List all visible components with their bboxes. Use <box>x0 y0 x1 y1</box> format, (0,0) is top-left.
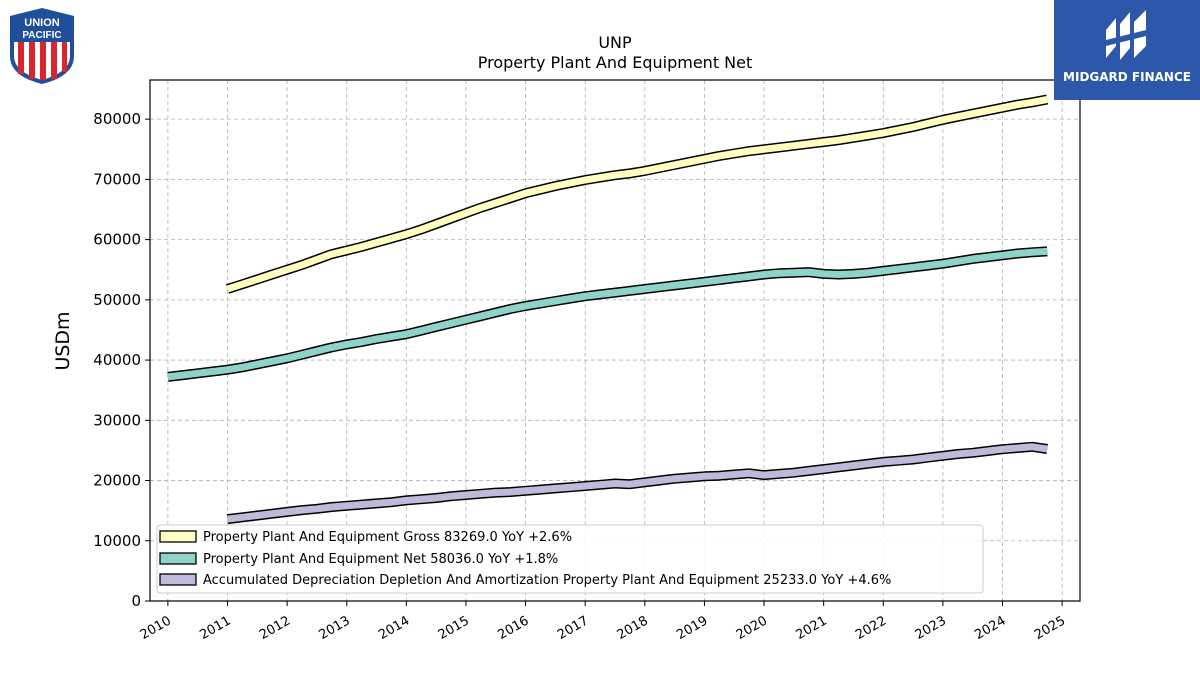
y-tick-label: 0 <box>131 592 141 610</box>
legend: Property Plant And Equipment Gross 83269… <box>156 524 984 594</box>
y-tick-label: 50000 <box>93 291 141 309</box>
y-tick-label: 80000 <box>93 110 141 128</box>
x-tick-label: 2016 <box>495 613 531 643</box>
plot-frame <box>149 79 1081 602</box>
series-lines <box>167 94 1049 525</box>
x-tick-label: 2011 <box>197 613 233 643</box>
legend-entry-accumulated-depreciation: Accumulated Depreciation Depletion And A… <box>203 573 891 588</box>
chart-subtitle: Property Plant And Equipment Net <box>478 53 753 72</box>
x-tick-label: 2023 <box>913 613 949 643</box>
x-tick-label: 2020 <box>734 613 770 643</box>
x-tick-label: 2018 <box>615 613 651 643</box>
x-tick-label: 2025 <box>1032 613 1068 643</box>
legend-swatch-net <box>159 552 197 565</box>
union-pacific-shield-icon: UNION PACIFIC <box>10 8 74 84</box>
x-tick-label: 2010 <box>138 613 174 643</box>
y-axis-ticks: 0 10000 20000 30000 40000 50000 60000 70000 8000… <box>93 110 150 610</box>
midgard-finance-logo: MIDGARD FINANCE <box>1054 0 1200 100</box>
x-tick-label: 2015 <box>436 613 472 643</box>
legend-swatch-gross <box>159 530 197 543</box>
series-line-gross <box>226 96 1048 293</box>
legend-entry-gross: Property Plant And Equipment Gross 83269… <box>203 530 572 545</box>
x-tick-label: 2021 <box>793 613 829 643</box>
logo-text-union: UNION <box>24 17 60 29</box>
series-outline-gross <box>225 94 1049 294</box>
union-pacific-logo: UNION PACIFIC <box>6 6 78 86</box>
logo-text-pacific: PACIFIC <box>22 30 61 41</box>
y-tick-label: 20000 <box>93 472 141 490</box>
series-line-net <box>167 247 1048 381</box>
y-tick-label: 40000 <box>93 351 141 369</box>
legend-box <box>156 524 984 594</box>
legend-swatch-accumulated-depreciation <box>159 573 197 586</box>
y-tick-label: 10000 <box>93 532 141 550</box>
legend-entry-net: Property Plant And Equipment Net 58036.0… <box>203 552 558 567</box>
series-line-accumulated-depreciation <box>227 443 1048 523</box>
x-tick-label: 2019 <box>674 613 710 643</box>
grid-lines <box>150 80 1080 602</box>
x-tick-label: 2012 <box>257 613 293 643</box>
chart-title: UNP <box>598 33 632 52</box>
x-tick-label: 2013 <box>317 613 353 643</box>
x-tick-label: 2017 <box>555 613 591 643</box>
midgard-m-icon <box>1106 10 1146 60</box>
x-tick-label: 2022 <box>853 613 889 643</box>
y-tick-label: 60000 <box>93 231 141 249</box>
y-tick-label: 70000 <box>93 170 141 188</box>
midgard-finance-label: MIDGARD FINANCE <box>1063 70 1191 84</box>
y-axis-label: USDm <box>52 311 74 370</box>
x-tick-label: 2014 <box>376 613 412 643</box>
x-tick-label: 2024 <box>972 613 1008 643</box>
x-axis-ticks: 2010 2011 2012 2013 2014 2015 2016 2017 2018 2019… <box>138 601 1068 643</box>
y-tick-label: 30000 <box>93 411 141 429</box>
